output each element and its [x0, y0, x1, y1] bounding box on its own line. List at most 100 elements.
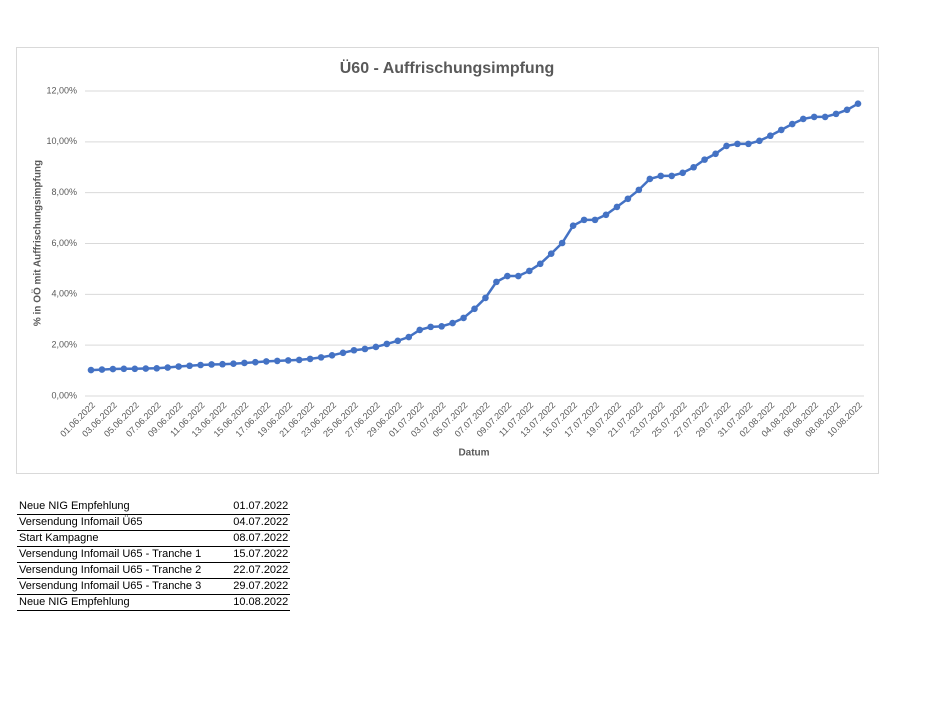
event-name: Versendung Infomail U65 - Tranche 1: [17, 546, 204, 563]
data-point: [778, 126, 785, 134]
data-point: [843, 106, 851, 114]
data-point: [515, 272, 522, 280]
data-point: [525, 267, 533, 275]
table-row: Neue NIG Empfehlung 10.08.2022: [17, 594, 291, 611]
data-point: [317, 354, 325, 361]
data-point: [164, 364, 171, 371]
data-point: [153, 364, 161, 372]
y-tick-label: 12,00%: [46, 85, 77, 95]
data-point: [657, 172, 665, 180]
data-point: [624, 195, 632, 203]
event-table: Neue NIG Empfehlung 01.07.2022 Versendung …: [17, 499, 291, 611]
data-point: [328, 352, 336, 359]
data-point: [635, 186, 643, 194]
data-point: [306, 355, 314, 363]
table-row: Neue NIG Empfehlung 01.07.2022: [17, 499, 291, 515]
y-tick-label: 0,00%: [51, 390, 77, 400]
data-point: [405, 333, 413, 341]
data-point: [767, 132, 774, 140]
data-point: [547, 250, 555, 257]
data-point: [569, 222, 577, 230]
y-tick-label: 8,00%: [51, 187, 77, 197]
x-axis-title: Datum: [458, 448, 489, 459]
data-point: [723, 142, 730, 150]
event-name: Versendung Infomail U65 - Tranche 3: [17, 578, 204, 595]
event-date: 04.07.2022: [203, 514, 291, 531]
data-point: [449, 319, 456, 327]
data-point: [142, 365, 150, 372]
data-point: [131, 365, 139, 373]
y-tick-label: 6,00%: [51, 238, 77, 248]
data-point: [646, 175, 654, 183]
data-point: [186, 362, 193, 370]
event-date: 29.07.2022: [203, 578, 291, 595]
data-point: [284, 357, 292, 364]
data-point: [350, 346, 358, 354]
data-point: [98, 366, 106, 373]
data-point: [230, 360, 237, 368]
table-row: Versendung Infomail Ü65 04.07.2022: [17, 514, 291, 531]
data-point: [690, 163, 697, 171]
y-tick-label: 10,00%: [46, 136, 77, 146]
data-point: [273, 357, 281, 365]
event-name: Neue NIG Empfehlung: [17, 594, 204, 611]
data-point: [394, 337, 402, 345]
data-point: [745, 140, 752, 148]
data-point: [756, 137, 763, 145]
data-point: [668, 172, 676, 180]
table-row: Versendung Infomail U65 - Tranche 1 15.07…: [17, 546, 291, 563]
event-name: Versendung Infomail Ü65: [17, 514, 204, 531]
data-point: [109, 365, 117, 373]
data-point: [372, 343, 380, 351]
data-point: [252, 358, 259, 366]
data-point: [712, 150, 719, 158]
data-point: [175, 363, 182, 370]
data-point: [416, 326, 424, 334]
data-point: [383, 340, 391, 348]
data-point: [602, 211, 610, 219]
chart-title: Ü60 - Auffrischungsimpfung: [340, 58, 555, 77]
data-point: [580, 216, 588, 224]
chart-frame: [16, 47, 879, 474]
data-point: [832, 110, 840, 118]
data-point: [482, 294, 489, 302]
data-point: [854, 100, 862, 108]
data-point: [493, 278, 500, 286]
data-point: [339, 349, 347, 357]
data-point: [701, 156, 708, 163]
event-date: 08.07.2022: [203, 530, 291, 547]
data-point: [208, 361, 215, 368]
data-point: [460, 314, 467, 322]
data-point: [810, 113, 818, 121]
data-point: [427, 323, 434, 331]
event-name: Neue NIG Empfehlung: [17, 499, 204, 515]
data-point: [536, 260, 544, 268]
y-tick-label: 4,00%: [51, 289, 77, 299]
table-row: Start Kampagne 08.07.2022: [17, 530, 291, 547]
data-point: [679, 169, 686, 177]
data-point: [263, 358, 270, 365]
y-tick-label: 2,00%: [51, 340, 77, 350]
data-point: [295, 356, 303, 364]
data-point: [471, 305, 478, 313]
event-name: Versendung Infomail U65 - Tranche 2: [17, 562, 204, 579]
data-point: [87, 366, 95, 374]
event-date: 15.07.2022: [203, 546, 291, 563]
data-point: [197, 361, 204, 369]
data-point: [591, 216, 599, 224]
data-point: [438, 323, 445, 330]
chart: Ü60 - Auffrischungsimpfung Datum % in OÖ…: [16, 47, 879, 474]
event-date: 22.07.2022: [203, 562, 291, 579]
table-row: Versendung Infomail U65 - Tranche 3 29.07…: [17, 578, 291, 595]
event-date: 10.08.2022: [203, 594, 291, 611]
data-point: [219, 360, 226, 368]
data-point: [821, 113, 829, 121]
data-point: [613, 203, 621, 211]
table-row: Versendung Infomail U65 - Tranche 2 22.07…: [17, 562, 291, 579]
data-point: [799, 115, 807, 123]
data-point: [120, 365, 128, 373]
data-point: [734, 140, 741, 148]
data-point: [788, 120, 796, 128]
data-point: [504, 272, 511, 280]
